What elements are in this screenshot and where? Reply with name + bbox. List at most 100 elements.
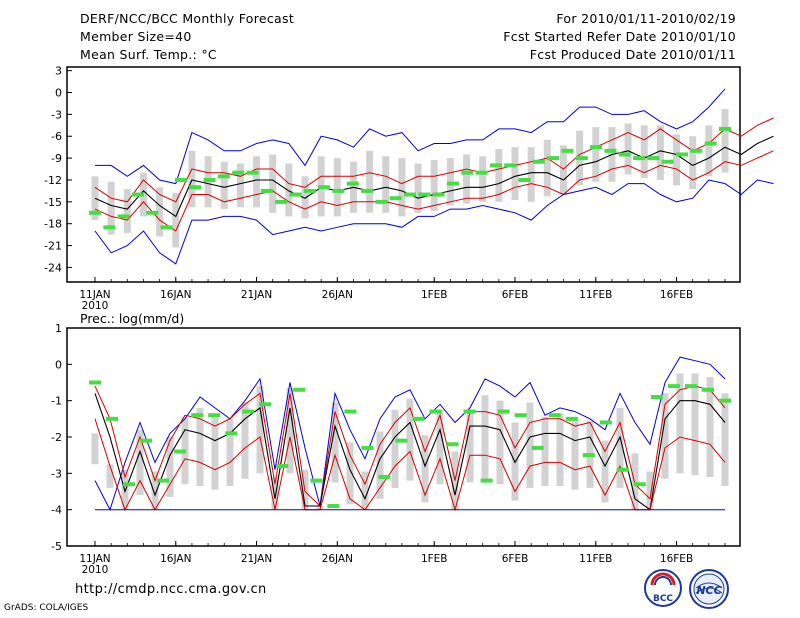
prec-spread-bar xyxy=(661,393,669,479)
prec-observation-mark xyxy=(582,453,595,458)
chart-title: DERF/NCC/BCC Monthly Forecast xyxy=(80,11,295,26)
temp-observation-mark xyxy=(532,159,545,164)
temp-observation-mark xyxy=(103,225,116,230)
temp-x-tick-label: 1FEB xyxy=(421,289,448,301)
prec-mean-line xyxy=(94,393,726,511)
prec-x-tick-label: 16FEB xyxy=(660,553,693,565)
temp-spread-bar xyxy=(543,139,551,197)
prec-y-tick-label: -5 xyxy=(51,540,62,553)
temp-spread-bar xyxy=(479,156,487,202)
temp-observation-mark xyxy=(289,192,302,197)
prec-x-tick-label: 1FEB xyxy=(421,553,448,565)
prec-observation-mark xyxy=(446,442,459,447)
prec-observation-mark xyxy=(208,413,221,418)
prec-observation-mark xyxy=(599,420,612,425)
prec-observation-mark xyxy=(480,478,493,483)
prec-spread-bar xyxy=(526,402,534,488)
prec-spread-bar xyxy=(691,373,699,476)
temp-spread-bar xyxy=(172,192,180,248)
temp-observation-mark xyxy=(246,170,259,175)
prec-lower-line xyxy=(94,418,726,512)
temp-observation-mark xyxy=(489,163,502,168)
temp-spread-bar xyxy=(430,159,438,211)
temp-spread-bar xyxy=(721,108,729,173)
temp-spread-bar xyxy=(366,150,374,213)
prec-spread-bar xyxy=(406,398,414,481)
temp-observation-mark xyxy=(575,156,588,161)
source-url[interactable]: http://cmdp.ncc.cma.gov.cn xyxy=(75,582,267,597)
temp-spread-bar xyxy=(398,158,406,217)
temp-observation-mark xyxy=(203,177,216,182)
temp-observation-mark xyxy=(89,210,101,215)
temp-observation-mark xyxy=(704,141,717,146)
temp-spread-bar xyxy=(301,176,309,219)
prec-spread-bar xyxy=(271,476,279,510)
temp-spread-bar xyxy=(463,154,471,204)
prec-observation-mark xyxy=(395,438,408,443)
prec-observation-mark xyxy=(361,445,374,450)
temp-observation-mark xyxy=(318,185,331,190)
ncc-logo: NCC xyxy=(689,569,729,609)
prec-spread-bar xyxy=(391,409,399,488)
bcc-logo: BCC xyxy=(644,569,682,607)
temp-observation-mark xyxy=(418,192,431,197)
prec-observation-mark xyxy=(242,409,255,414)
temp-observation-mark xyxy=(590,145,603,150)
temp-y-tick-label: -21 xyxy=(44,240,62,253)
prec-spread-bar xyxy=(331,402,339,483)
prec-spread-bar xyxy=(226,418,234,487)
temp-observation-mark xyxy=(232,170,245,175)
prec-spread-bar xyxy=(346,442,354,505)
temp-observation-mark xyxy=(217,174,230,179)
temp-spread-bar xyxy=(592,127,600,182)
prec-observation-mark xyxy=(276,464,289,469)
prec-spread-bar xyxy=(211,417,219,490)
prec-spread-bar xyxy=(286,387,294,474)
prec-y-tick-label: -4 xyxy=(51,504,62,517)
temp-x-tick-label: 11FEB xyxy=(579,289,612,301)
temp-x-year-label: 2010 xyxy=(82,300,109,312)
temp-spread-bar xyxy=(156,187,164,237)
temp-observation-mark xyxy=(661,159,674,164)
temp-y-tick-label: -24 xyxy=(44,261,62,274)
temp-x-tick-label: 6FEB xyxy=(502,289,529,301)
temp-observation-mark xyxy=(375,199,388,204)
prec-y-tick-label: -2 xyxy=(51,431,62,444)
prec-observation-mark xyxy=(225,431,238,436)
prec-observation-mark xyxy=(89,380,101,385)
prec-observation-mark xyxy=(106,416,119,421)
temp-plot-frame xyxy=(66,66,741,283)
prec-observation-mark xyxy=(310,478,323,483)
temp-observation-mark xyxy=(160,225,173,230)
precipitation-panel: 1 0 -1 -2 -3 -4 -5 11JAN 16JAN 21JAN 26JAN 1FEB 6FEB… xyxy=(51,311,741,576)
temperature-panel: 3 0 -3 -6 -9 -12 -15 -18 -21 -24 11JAN 16JAN 21JAN 26… xyxy=(44,65,774,312)
temp-spread-bar xyxy=(91,176,99,221)
prec-observation-mark xyxy=(174,449,187,454)
temp-observation-mark xyxy=(404,192,416,197)
prec-x-tick-label: 11JAN xyxy=(79,553,110,565)
prec-spread-bar xyxy=(496,400,504,485)
temp-spread-bar xyxy=(253,156,261,208)
temp-observation-mark xyxy=(561,148,574,153)
forecast-started-date: Fcst Started Refer Date 2010/01/10 xyxy=(503,29,736,44)
prec-spread-bar xyxy=(616,407,624,488)
prec-observation-mark xyxy=(497,409,510,414)
temp-spread-bar xyxy=(527,147,535,202)
temp-observation-mark xyxy=(647,156,660,161)
temp-observation-mark xyxy=(117,214,130,219)
temp-spread-bar xyxy=(689,136,697,190)
temp-observation-mark xyxy=(174,177,187,182)
temp-spread-bar xyxy=(559,145,567,195)
temp-observation-mark xyxy=(146,210,159,215)
prec-observation-mark xyxy=(378,474,391,479)
prec-max-line xyxy=(94,356,726,512)
prec-spread-bar xyxy=(196,407,204,487)
temp-y-tick-label: 0 xyxy=(55,87,62,100)
temp-observation-mark xyxy=(618,152,631,157)
temp-observation-mark xyxy=(275,199,288,204)
temp-observation-mark xyxy=(547,156,560,161)
temp-spread-bar xyxy=(673,134,681,186)
prec-y-tick-label: -1 xyxy=(51,395,62,408)
temp-x-tick-label: 11JAN xyxy=(79,289,110,301)
